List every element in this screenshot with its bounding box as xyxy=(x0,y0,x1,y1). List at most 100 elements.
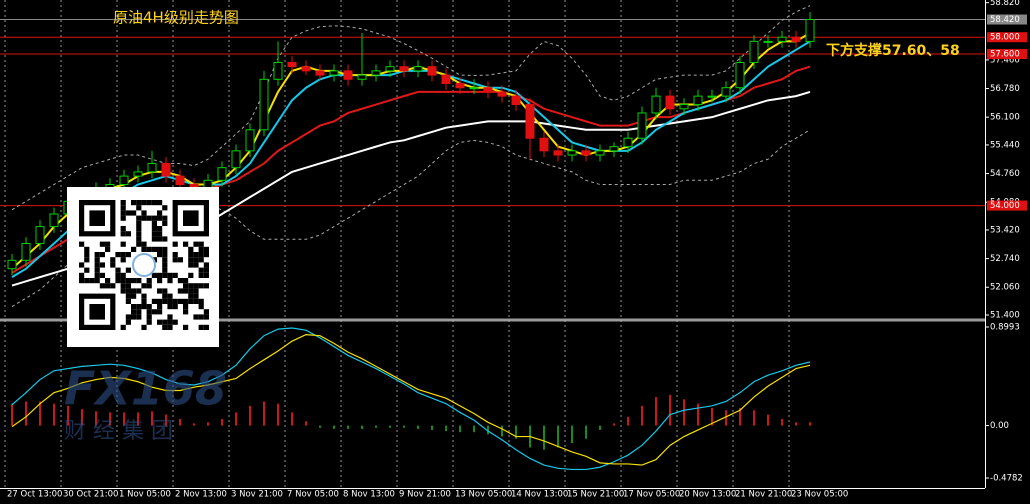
qr-cell xyxy=(94,267,100,273)
candle-body xyxy=(567,150,577,156)
qr-cell xyxy=(94,257,100,263)
qr-cell xyxy=(120,288,126,294)
price-label-box xyxy=(987,32,1027,43)
watermark-brand: FX168 xyxy=(64,362,227,416)
qr-cell xyxy=(188,252,194,258)
qr-cell xyxy=(125,314,131,320)
qr-cell xyxy=(120,210,126,216)
candle-body xyxy=(609,146,619,152)
qr-cell xyxy=(115,272,121,278)
price-label: 57.600 xyxy=(990,50,1020,60)
qr-cell xyxy=(172,252,178,258)
qr-cell xyxy=(151,200,157,206)
qr-cell xyxy=(177,257,183,263)
qr-cell xyxy=(105,283,111,289)
qr-cell xyxy=(125,231,131,237)
qr-cell xyxy=(99,252,105,258)
qr-cell xyxy=(172,298,178,304)
candle-body xyxy=(791,36,801,42)
candle-body xyxy=(329,70,339,76)
x-tick-label: 3 Nov 21:00 xyxy=(231,490,283,500)
candle-body xyxy=(623,137,633,148)
x-tick-label: 1 Nov 05:00 xyxy=(119,490,171,500)
qr-cell xyxy=(141,283,147,289)
qr-cell xyxy=(157,200,163,206)
candle-body xyxy=(749,40,759,63)
last-price-box xyxy=(987,14,1027,25)
marks-layer xyxy=(7,5,815,471)
candle-body xyxy=(147,162,157,173)
candle-body xyxy=(371,70,381,76)
qr-cell xyxy=(193,298,199,304)
qr-cell xyxy=(151,272,157,278)
qr-cell xyxy=(79,241,85,247)
qr-cell xyxy=(177,278,183,284)
qr-cell xyxy=(115,267,121,273)
qr-cell xyxy=(125,278,131,284)
candle-body xyxy=(483,87,493,93)
qr-cell xyxy=(120,226,126,232)
qr-cell xyxy=(146,314,152,320)
qr-cell xyxy=(136,200,142,206)
qr-cell xyxy=(141,200,147,206)
x-tick-label: 13 Nov 05:00 xyxy=(455,490,512,500)
qr-cell xyxy=(131,314,137,320)
qr-cell xyxy=(110,262,116,268)
qr-cell xyxy=(193,288,199,294)
qr-cell xyxy=(120,278,126,284)
qr-cell xyxy=(203,272,209,278)
qr-cell xyxy=(125,288,131,294)
candle-body xyxy=(805,19,815,42)
qr-cell xyxy=(136,304,142,310)
qr-cell xyxy=(193,314,199,320)
qr-cell xyxy=(157,304,163,310)
qr-cell xyxy=(141,241,147,247)
qr-cell xyxy=(167,324,173,330)
qr-cell xyxy=(183,309,189,315)
qr-cell xyxy=(151,246,157,252)
qr-cell xyxy=(203,262,209,268)
qr-cell xyxy=(115,278,121,284)
qr-cell xyxy=(120,324,126,330)
candle-body xyxy=(581,150,591,156)
candle-body xyxy=(301,66,311,72)
qr-cell xyxy=(203,283,209,289)
qr-cell xyxy=(162,262,168,268)
qr-cell xyxy=(198,283,204,289)
qr-cell xyxy=(136,231,142,237)
y-tick-label: 56.100 xyxy=(990,113,1020,123)
qr-finder xyxy=(183,210,199,226)
candle-body xyxy=(7,259,17,270)
price-label-box xyxy=(987,200,1027,211)
candle-body xyxy=(455,82,465,89)
candle-body xyxy=(175,175,185,186)
candle-body xyxy=(693,95,703,106)
qr-cell xyxy=(151,309,157,315)
qr-cell xyxy=(151,226,157,232)
qr-cell xyxy=(157,288,163,294)
qr-cell xyxy=(146,304,152,310)
candle-body xyxy=(357,74,367,80)
candle-body xyxy=(777,36,787,42)
qr-cell xyxy=(183,241,189,247)
qr-cell xyxy=(125,252,131,258)
qr-cell xyxy=(162,272,168,278)
qr-cell xyxy=(162,236,168,242)
qr-cell xyxy=(125,267,131,273)
candle-body xyxy=(21,242,31,261)
candle-body xyxy=(35,226,45,244)
qr-cell xyxy=(120,283,126,289)
qr-cell xyxy=(193,241,199,247)
qr-cell xyxy=(125,319,131,325)
qr-cell xyxy=(131,293,137,299)
qr-cell xyxy=(136,236,142,242)
qr-cell xyxy=(188,272,194,278)
candle-body xyxy=(119,175,129,186)
last-price-label: 58.420 xyxy=(990,15,1020,25)
candle-body xyxy=(385,66,395,72)
qr-cell xyxy=(141,304,147,310)
qr-cell xyxy=(167,272,173,278)
qr-cell xyxy=(188,262,194,268)
qr-cell xyxy=(183,298,189,304)
bollinger-band xyxy=(11,5,811,211)
